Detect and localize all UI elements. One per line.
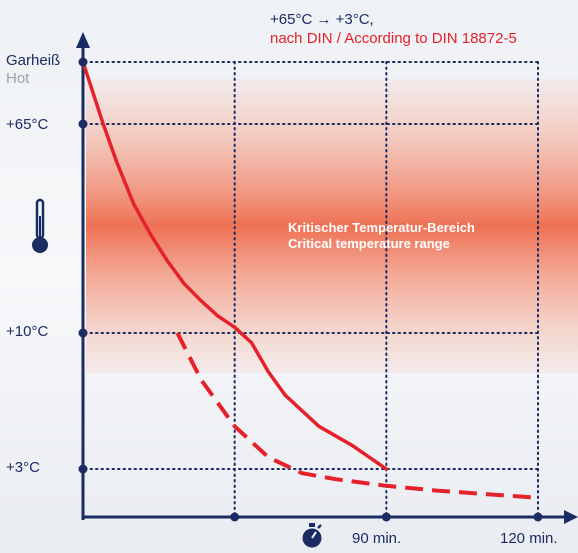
y-axis-arrow bbox=[76, 32, 90, 48]
header-line-2: nach DIN / According to DIN 18872-5 bbox=[270, 30, 517, 47]
x-tick-dot bbox=[230, 512, 240, 522]
x-tick-dot bbox=[533, 512, 543, 522]
header-line-1: +65°C → +3°C, bbox=[270, 11, 374, 28]
critical-range-label-de: Kritischer Temperatur-Bereich bbox=[288, 220, 475, 235]
stopwatch-icon bbox=[302, 523, 322, 548]
critical-range-label: Kritischer Temperatur-Bereich Critical t… bbox=[288, 220, 475, 252]
series-line-solid bbox=[81, 60, 389, 471]
grid bbox=[84, 61, 539, 516]
y-tick-dot bbox=[78, 57, 88, 67]
y-label-hot-sub: Hot bbox=[6, 70, 30, 87]
x-tick-dot bbox=[381, 512, 391, 522]
y-label-3: +3°C bbox=[6, 459, 40, 476]
y-label-10: +10°C bbox=[6, 323, 49, 340]
critical-range-band bbox=[86, 79, 578, 373]
y-label-hot: Garheiß bbox=[6, 52, 61, 69]
x-tick-label-120: 120 min. bbox=[500, 530, 558, 547]
x-axis-arrow bbox=[564, 510, 578, 524]
series-layer bbox=[81, 60, 539, 500]
y-tick-dot bbox=[78, 119, 88, 129]
critical-range-label-en: Critical temperature range bbox=[288, 236, 450, 251]
series-line-dashed bbox=[175, 332, 539, 500]
y-label-65: +65°C bbox=[6, 116, 49, 133]
tick-dots bbox=[78, 57, 543, 522]
x-tick-label-90: 90 min. bbox=[352, 530, 402, 547]
chart-header: +65°C → +3°C, nach DIN / According to DI… bbox=[270, 10, 517, 48]
y-tick-dot bbox=[78, 328, 88, 338]
thermometer-icon bbox=[32, 198, 48, 253]
y-tick-dot bbox=[78, 464, 88, 474]
